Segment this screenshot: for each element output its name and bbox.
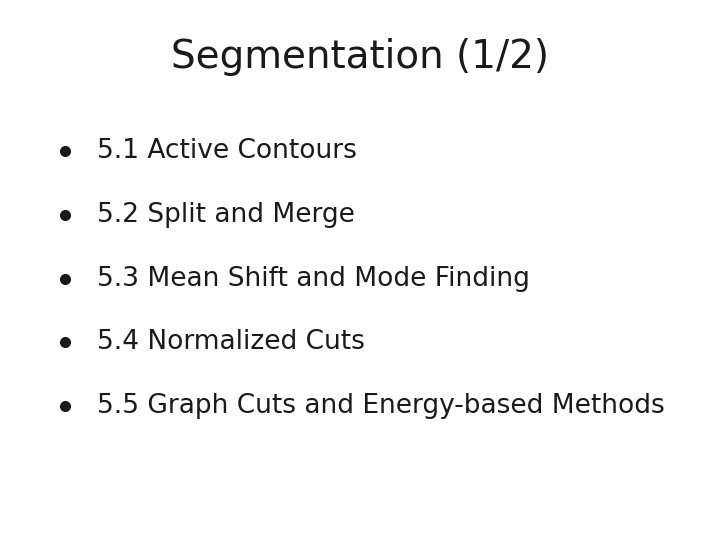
Text: 5.2 Split and Merge: 5.2 Split and Merge [97, 202, 355, 228]
Text: Segmentation (1/2): Segmentation (1/2) [171, 38, 549, 76]
Text: 5.4 Normalized Cuts: 5.4 Normalized Cuts [97, 329, 365, 355]
Text: 5.3 Mean Shift and Mode Finding: 5.3 Mean Shift and Mode Finding [97, 266, 530, 292]
Text: 5.1 Active Contours: 5.1 Active Contours [97, 138, 357, 164]
Text: 5.5 Graph Cuts and Energy-based Methods: 5.5 Graph Cuts and Energy-based Methods [97, 393, 665, 419]
